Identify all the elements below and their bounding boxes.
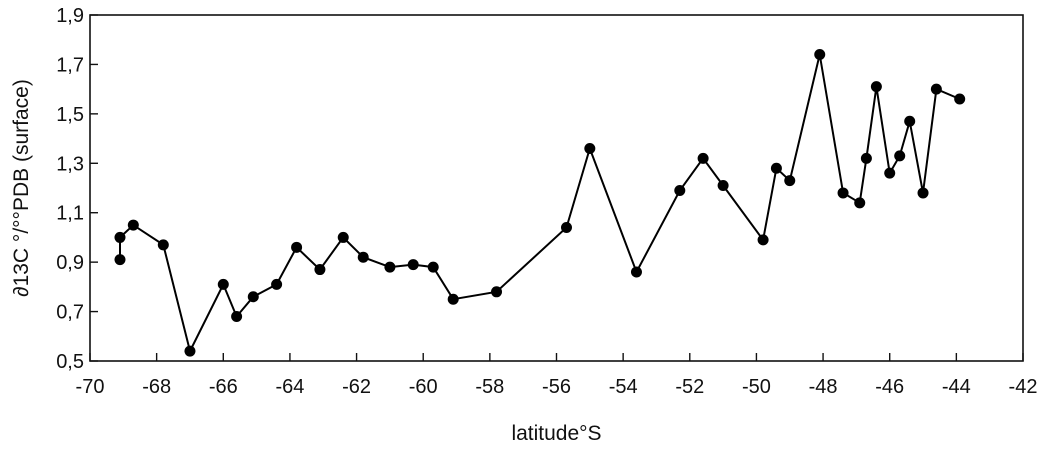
y-tick-label: 1,3	[56, 153, 84, 175]
data-point	[314, 264, 326, 276]
x-tick-label: -54	[609, 376, 638, 398]
data-point	[217, 278, 229, 290]
data-point	[770, 162, 782, 174]
data-point	[231, 311, 243, 323]
data-point	[854, 197, 866, 209]
y-tick-label: 1,5	[56, 104, 84, 126]
data-point	[954, 93, 966, 105]
data-point	[630, 266, 642, 278]
x-tick-label: -52	[675, 376, 704, 398]
data-point	[407, 259, 419, 271]
data-point	[717, 180, 729, 192]
x-tick-label: -70	[76, 376, 105, 398]
data-point	[247, 291, 259, 303]
y-tick-label: 1,1	[56, 203, 84, 225]
data-point	[674, 184, 686, 196]
x-tick-label: -66	[209, 376, 238, 398]
data-point	[884, 167, 896, 179]
series-line	[119, 54, 961, 354]
x-tick-label: -44	[942, 376, 971, 398]
data-point	[697, 152, 709, 164]
axis-ticks: -70 -68 -66 -64 -62 -60 -58 -56 -54 -52 -50 -48 -46 -…	[56, 5, 1037, 398]
plot-area-frame	[89, 14, 1024, 362]
data-point	[491, 286, 503, 298]
data-point	[917, 187, 929, 199]
data-point	[114, 231, 126, 243]
x-tick-label: -48	[809, 376, 838, 398]
data-point	[560, 222, 572, 234]
x-tick-label: -50	[742, 376, 771, 398]
data-point	[784, 175, 796, 187]
x-tick-label: -62	[342, 376, 371, 398]
data-point	[157, 239, 169, 251]
x-tick-label: -60	[409, 376, 438, 398]
data-point	[357, 251, 369, 263]
y-tick-label: 1,9	[56, 5, 84, 27]
data-point	[427, 261, 439, 273]
data-point	[271, 278, 283, 290]
x-tick-label: -64	[275, 376, 304, 398]
data-point	[930, 83, 942, 95]
data-point	[904, 115, 916, 127]
y-tick-label: 0,5	[56, 351, 84, 373]
data-point	[184, 345, 196, 357]
data-point	[291, 241, 303, 253]
x-tick-label: -58	[475, 376, 504, 398]
y-tick-label: 0,9	[56, 252, 84, 274]
x-tick-label: -42	[1009, 376, 1038, 398]
data-point	[384, 261, 396, 273]
y-tick-label: 0,7	[56, 302, 84, 324]
data-point	[757, 234, 769, 246]
data-point	[584, 142, 596, 154]
x-tick-label: -68	[142, 376, 171, 398]
x-tick-label: -56	[542, 376, 571, 398]
data-point	[870, 81, 882, 93]
data-point	[127, 219, 139, 231]
y-tick-label: 1,7	[56, 54, 84, 76]
data-point	[447, 293, 459, 305]
y-axis-label: ∂13C °/°°PDB (surface)	[10, 79, 33, 297]
data-point	[114, 254, 126, 266]
data-point	[337, 231, 349, 243]
data-point	[814, 49, 826, 61]
data-point	[860, 152, 872, 164]
series	[114, 49, 966, 357]
data-point	[837, 187, 849, 199]
x-tick-label: -46	[875, 376, 904, 398]
data-point	[894, 150, 906, 162]
x-axis-label: latitude°S	[511, 422, 601, 445]
